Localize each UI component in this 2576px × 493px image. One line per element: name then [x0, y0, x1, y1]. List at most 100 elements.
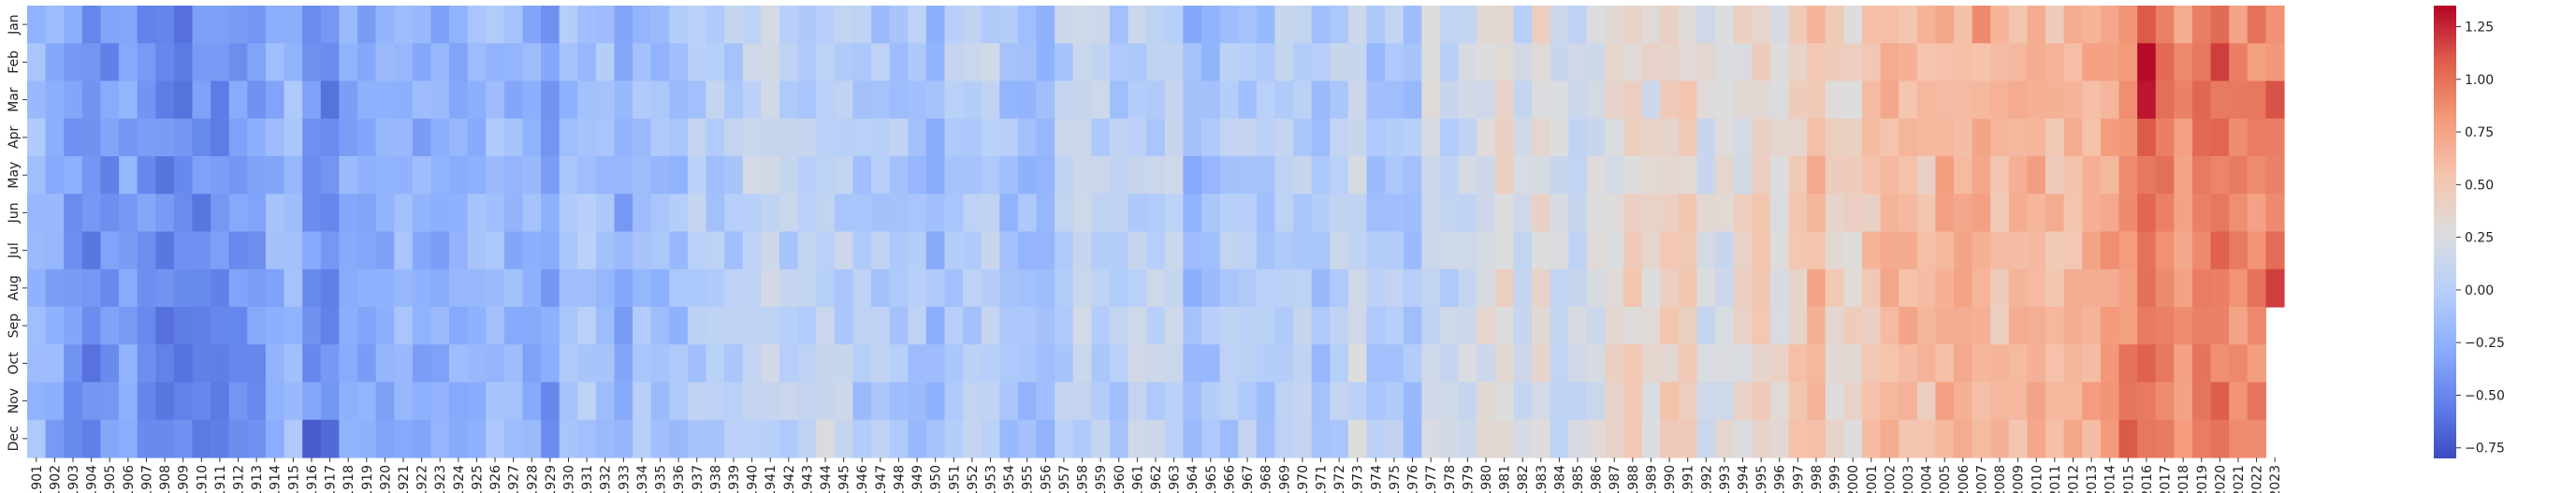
heatmap-cell [761, 118, 780, 157]
heatmap-cell [1715, 194, 1735, 233]
x-tick-label: 1930 [561, 465, 576, 493]
heatmap-cell [669, 307, 689, 345]
x-tick-label: 1911 [213, 465, 228, 493]
heatmap-cell [871, 6, 891, 44]
heatmap-cell [1439, 194, 1460, 233]
heatmap-cell [2137, 307, 2157, 345]
heatmap-cell [1421, 307, 1441, 345]
heatmap-cell [64, 344, 83, 384]
heatmap-cell [1201, 268, 1221, 308]
heatmap-cell [2174, 268, 2193, 308]
heatmap-cell [1678, 43, 1698, 82]
heatmap-cell [925, 419, 946, 458]
heatmap-cell [1532, 118, 1551, 157]
heatmap-cell [119, 6, 138, 44]
heatmap-cell [45, 307, 65, 345]
heatmap-cell [1311, 231, 1331, 270]
x-tick-label: 1984 [1552, 465, 1567, 493]
heatmap-cell [228, 344, 248, 384]
heatmap-cell [1678, 231, 1698, 270]
heatmap-cell [2247, 231, 2266, 270]
heatmap-cell [173, 382, 194, 421]
heatmap-cell [1311, 118, 1331, 157]
heatmap-cell [1513, 419, 1533, 458]
heatmap-cell [1403, 118, 1422, 157]
x-tick-label: 2014 [2103, 465, 2118, 493]
heatmap-cell [1623, 43, 1643, 82]
heatmap-cell [2027, 80, 2046, 120]
x-tick-label: 1941 [764, 465, 779, 493]
heatmap-cell [1183, 43, 1202, 82]
x-tick-label: 1925 [470, 465, 485, 493]
heatmap-cell [706, 231, 725, 270]
heatmap-cell [1861, 156, 1882, 195]
heatmap-cell [779, 118, 799, 157]
heatmap-cell [1183, 231, 1202, 270]
heatmap-cell [1972, 43, 1991, 82]
heatmap-cell [797, 118, 817, 157]
x-axis-year-ticks: 1901 1902 1903 1904 1905 1906 1907 1908 1909 1910… [30, 457, 2283, 493]
heatmap-cell [2118, 80, 2138, 120]
heatmap-cell [559, 307, 578, 345]
heatmap-cell [908, 268, 927, 308]
heatmap-cell [1660, 268, 1680, 308]
heatmap-cell [1532, 231, 1551, 270]
heatmap-cell [1899, 231, 1918, 270]
heatmap-cell [1861, 231, 1882, 270]
heatmap-cell [650, 156, 670, 195]
heatmap-cell [1880, 419, 1899, 458]
heatmap-cell [137, 231, 156, 270]
heatmap-cell [981, 43, 1000, 82]
heatmap-cell [724, 307, 744, 345]
heatmap-cell [963, 268, 982, 308]
heatmap-cell [1201, 156, 1221, 195]
heatmap-cell [2174, 419, 2193, 458]
heatmap-cell [1641, 80, 1661, 120]
heatmap-cell [1293, 194, 1313, 233]
heatmap-cell [430, 156, 450, 195]
heatmap-cell [449, 419, 469, 458]
heatmap-cell [1238, 344, 1258, 384]
heatmap-cell [889, 194, 909, 233]
heatmap-cell [779, 6, 799, 44]
heatmap-cell [2210, 43, 2230, 82]
heatmap-cell [1494, 382, 1514, 421]
heatmap-cell [1972, 344, 1991, 384]
heatmap-cell [944, 6, 964, 44]
heatmap-cell [357, 344, 377, 384]
heatmap-cell [1550, 268, 1569, 308]
heatmap-cell [1494, 80, 1514, 120]
heatmap-cell [339, 231, 358, 270]
heatmap-cell [595, 344, 616, 384]
heatmap-cell [2247, 80, 2266, 120]
heatmap-cell [650, 118, 670, 157]
heatmap-cell [1733, 6, 1753, 44]
heatmap-cell [1568, 80, 1588, 120]
heatmap-cell [559, 231, 578, 270]
heatmap-cell [522, 268, 542, 308]
heatmap-cell [1256, 268, 1276, 308]
heatmap-cell [192, 231, 211, 270]
heatmap-cell [742, 419, 762, 458]
heatmap-cell [1916, 231, 1937, 270]
heatmap-cell [320, 6, 340, 44]
heatmap-cell [1752, 344, 1771, 384]
heatmap-cell [192, 344, 211, 384]
heatmap-cell [1660, 419, 1680, 458]
heatmap-cell [669, 344, 689, 384]
heatmap-cell [724, 382, 744, 421]
heatmap-cell [999, 194, 1019, 233]
heatmap-cell [1807, 382, 1826, 421]
heatmap-cell [2247, 43, 2266, 82]
x-tick-label: 1909 [177, 465, 192, 493]
heatmap-cell [1055, 156, 1074, 195]
heatmap-cell [430, 382, 450, 421]
heatmap-cell [320, 268, 340, 308]
heatmap-cell [908, 307, 927, 345]
heatmap-cell [1586, 6, 1607, 44]
heatmap-cell [467, 268, 487, 308]
heatmap-cell [339, 194, 358, 233]
heatmap-cell [1935, 156, 1955, 195]
heatmap-cell [2118, 382, 2138, 421]
heatmap-cell [1825, 80, 1844, 120]
